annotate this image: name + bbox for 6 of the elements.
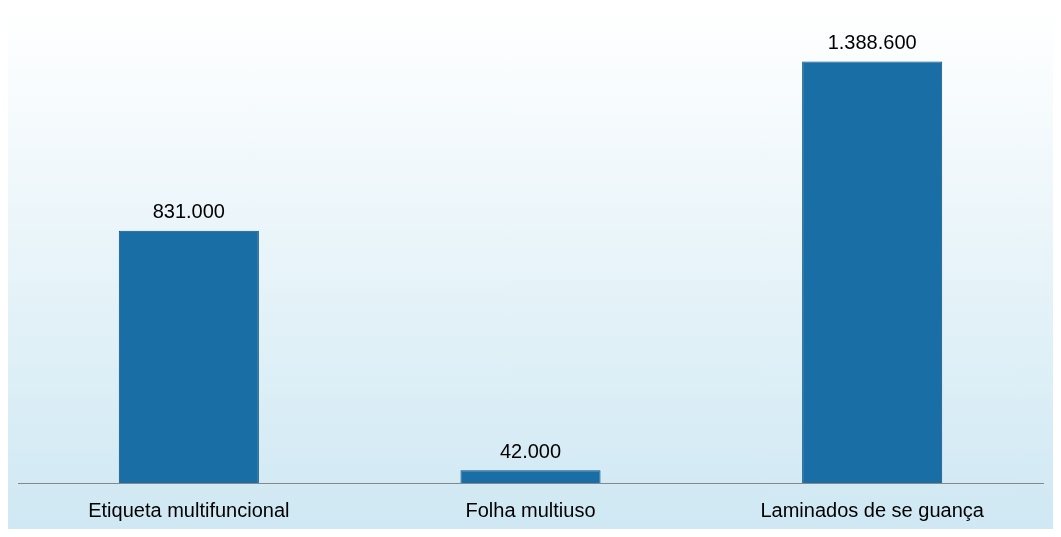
x-tick-label: Etiqueta multifuncional xyxy=(88,498,290,521)
data-label: 831.000 xyxy=(152,200,225,223)
data-label: 1.388.600 xyxy=(827,30,917,53)
data-label: 42.000 xyxy=(499,439,562,462)
x-tick-label: Folha multiuso xyxy=(465,498,596,521)
x-tick-label: Laminados de se guança xyxy=(760,498,985,521)
